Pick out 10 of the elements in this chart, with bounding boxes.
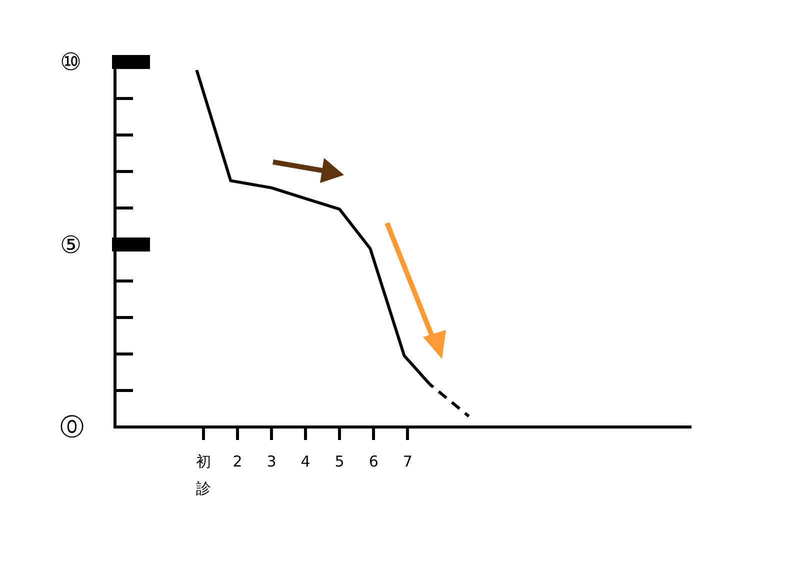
x-tick-label: 4 <box>300 452 310 470</box>
text: ⑩ <box>60 48 82 76</box>
x-tick-label: 5 <box>334 452 344 470</box>
x-tick-label: 2 <box>232 452 242 470</box>
x-tick-label: 初診 <box>196 452 211 498</box>
x-tick-label: 7 <box>402 452 412 470</box>
text: ⓪ <box>60 413 84 441</box>
x-tick-label: 6 <box>368 452 378 470</box>
x-tick-label: 3 <box>266 452 276 470</box>
text: ⑤ <box>60 230 82 258</box>
